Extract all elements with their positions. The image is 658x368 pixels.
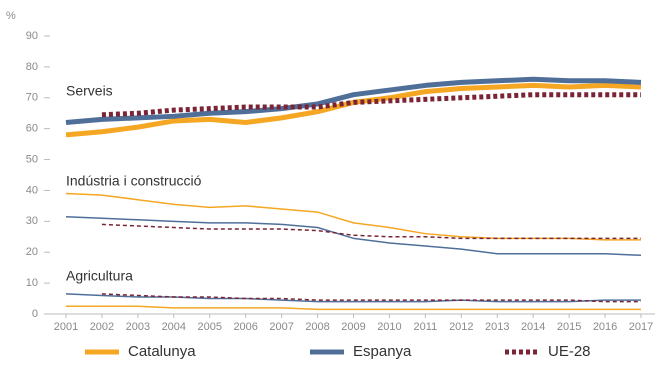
group-label: Serveis xyxy=(66,83,113,99)
y-tick-label: 60 xyxy=(26,123,38,135)
y-tick-label: 20 xyxy=(26,246,38,258)
x-tick-label: 2002 xyxy=(90,321,114,333)
x-tick-label: 2017 xyxy=(629,321,653,333)
x-tick-label: 2014 xyxy=(521,321,545,333)
x-tick-label: 2006 xyxy=(233,321,257,333)
y-tick-label: 90 xyxy=(26,30,38,42)
y-tick-label: 30 xyxy=(26,215,38,227)
y-tick-label: 80 xyxy=(26,61,38,73)
legend-label: UE-28 xyxy=(548,343,591,360)
y-tick-label: 0 xyxy=(32,308,38,320)
x-tick-label: 2007 xyxy=(269,321,293,333)
y-tick-label: 40 xyxy=(26,184,38,196)
legend-label: Catalunya xyxy=(128,343,196,360)
y-tick-label: 10 xyxy=(26,277,38,289)
x-tick-label: 2012 xyxy=(449,321,473,333)
series-line xyxy=(101,92,641,118)
x-tick-label: 2016 xyxy=(593,321,617,333)
legend-label: Espanya xyxy=(353,343,412,360)
y-axis-label: % xyxy=(6,10,16,22)
group-label: Indústria i construcció xyxy=(66,173,202,189)
x-tick-label: 2010 xyxy=(377,321,401,333)
series-line xyxy=(65,215,642,257)
x-tick-label: 2005 xyxy=(198,321,222,333)
x-tick-label: 2003 xyxy=(126,321,150,333)
x-tick-label: 2015 xyxy=(557,321,581,333)
series-line xyxy=(65,76,642,125)
series-line xyxy=(65,192,641,241)
x-tick-label: 2004 xyxy=(162,321,186,333)
y-tick-label: 70 xyxy=(26,92,38,104)
series-line xyxy=(101,223,641,240)
x-tick-label: 2009 xyxy=(341,321,365,333)
series-line xyxy=(65,293,641,303)
group-label: Agricultura xyxy=(66,268,133,284)
x-tick-label: 2013 xyxy=(485,321,509,333)
x-tick-label: 2001 xyxy=(54,321,78,333)
y-tick-label: 50 xyxy=(26,153,38,165)
series-line xyxy=(101,293,641,303)
series-line xyxy=(66,305,641,311)
x-tick-label: 2008 xyxy=(305,321,329,333)
x-tick-label: 2011 xyxy=(414,321,438,333)
